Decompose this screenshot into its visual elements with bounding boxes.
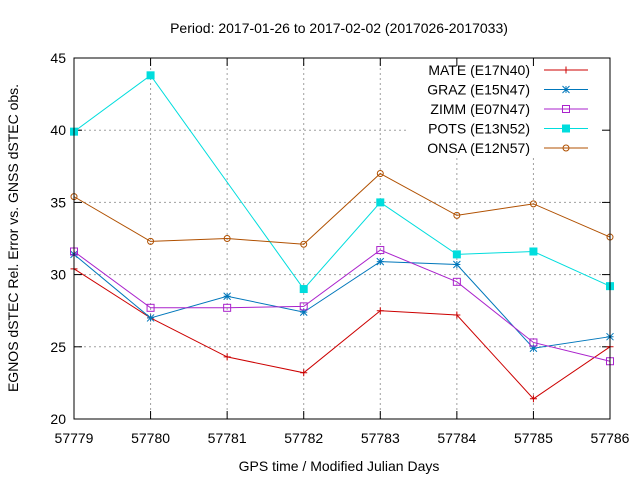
x-tick-label: 57785: [514, 430, 553, 446]
chart-title: Period: 2017-01-26 to 2017-02-02 (201702…: [170, 20, 508, 36]
x-tick-label: 57786: [591, 430, 630, 446]
legend-label-zimm: ZIMM (E07N47): [430, 101, 530, 117]
data-point-zimm: [376, 246, 385, 255]
data-point-onsa: [376, 170, 384, 178]
y-axis-label: EGNOS dSTEC Rel. Error vs. GNSS dSTEC ob…: [5, 84, 21, 392]
series-layer: [70, 71, 614, 403]
data-point-onsa: [223, 235, 231, 242]
data-point-graz: [529, 344, 538, 353]
data-point-graz: [223, 292, 231, 301]
y-tick-label: 40: [50, 122, 66, 138]
series-onsa: [70, 170, 614, 248]
y-tick-label: 30: [50, 267, 66, 283]
axis-ticks: 20 25 30 35 40 45 57779 57780 57781 57782 57783 577…: [50, 50, 629, 446]
y-tick-label: 20: [50, 411, 66, 427]
data-point-onsa: [147, 237, 155, 245]
x-tick-label: 57782: [284, 430, 323, 446]
series-line-mate: [73, 268, 611, 400]
data-point-pots: [529, 247, 538, 256]
series-line-graz: [73, 253, 611, 349]
data-point-zimm: [146, 303, 155, 312]
data-point-zimm: [452, 277, 461, 286]
legend: MATE (E17N40) GRAZ (E15N47) ZIMM (E07N47) P…: [427, 62, 588, 156]
series-mate: [70, 265, 614, 403]
x-tick-label: 57784: [437, 430, 476, 446]
series-line-onsa: [73, 172, 611, 245]
data-point-mate: [300, 369, 308, 377]
series-pots: [70, 71, 614, 294]
data-point-mate: [453, 311, 461, 319]
data-point-onsa: [453, 211, 461, 219]
data-point-graz: [453, 260, 461, 269]
legend-marker-onsa: [562, 144, 570, 152]
legend-marker-zimm: [562, 105, 570, 113]
data-point-pots: [376, 198, 385, 207]
data-point-mate: [529, 395, 537, 403]
x-tick-label: 57781: [208, 430, 247, 446]
data-point-onsa: [300, 240, 308, 248]
data-point-pots: [146, 71, 155, 80]
data-point-zimm: [529, 338, 538, 347]
data-point-pots: [452, 250, 461, 259]
series-graz: [70, 250, 614, 353]
legend-marker-mate: [562, 66, 570, 74]
data-point-pots: [299, 285, 308, 294]
x-tick-label: 57780: [131, 430, 170, 446]
x-tick-label: 57783: [361, 430, 400, 446]
data-point-mate: [376, 307, 384, 315]
legend-label-onsa: ONSA (E12N57): [427, 140, 530, 156]
legend-label-pots: POTS (E13N52): [428, 121, 530, 137]
y-tick-label: 35: [50, 194, 66, 210]
data-point-zimm: [299, 302, 308, 311]
y-tick-label: 25: [50, 339, 66, 355]
x-axis-label: GPS time / Modified Julian Days: [239, 458, 440, 474]
data-point-mate: [223, 353, 231, 361]
series-line-zimm: [73, 249, 611, 362]
x-tick-label: 57779: [55, 430, 94, 446]
legend-marker-pots: [562, 124, 570, 133]
plot-frame: [73, 57, 611, 420]
legend-label-mate: MATE (E17N40): [428, 62, 530, 78]
legend-marker-graz: [562, 85, 570, 94]
legend-label-graz: GRAZ (E15N47): [427, 82, 530, 98]
data-point-onsa: [529, 200, 537, 208]
data-point-graz: [146, 314, 155, 322]
data-point-graz: [376, 257, 385, 266]
data-point-graz: [299, 308, 308, 316]
data-point-zimm: [223, 303, 232, 312]
y-tick-label: 45: [50, 50, 66, 66]
